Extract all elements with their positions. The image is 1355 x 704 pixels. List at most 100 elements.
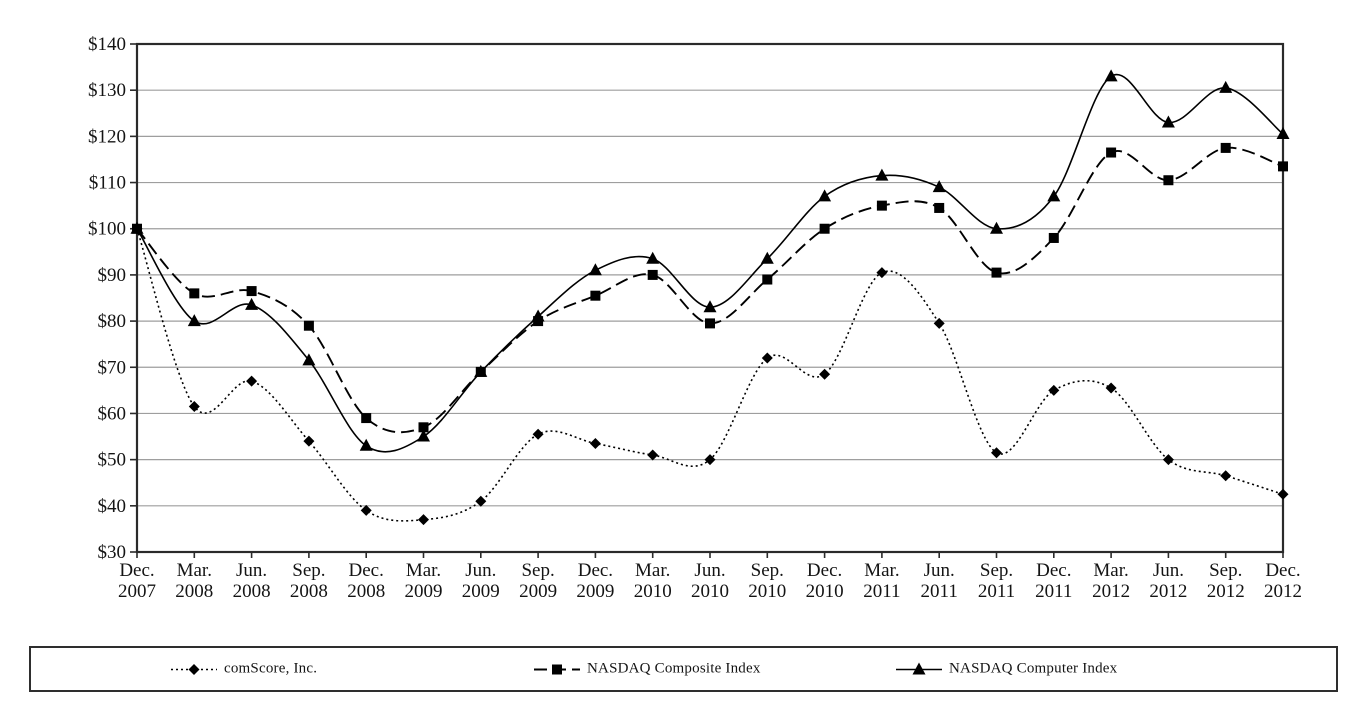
y-axis-label: $100	[88, 219, 126, 240]
square-marker	[1106, 147, 1117, 158]
y-axis-label: $110	[89, 173, 126, 194]
triangle-marker	[875, 168, 889, 181]
diamond-marker	[876, 267, 888, 279]
x-axis-label-year: 2008	[175, 581, 213, 602]
x-axis-label-year: 2009	[462, 581, 500, 602]
square-marker	[361, 413, 372, 424]
diamond-marker	[1162, 454, 1174, 466]
square-marker	[1220, 142, 1231, 153]
x-axis-label-month: Sep.	[521, 560, 554, 581]
diamond-marker	[991, 447, 1002, 459]
y-axis-label: $80	[98, 311, 127, 332]
x-axis-label-year: 2011	[863, 581, 900, 602]
x-axis-label-month: Dec.	[1036, 560, 1071, 581]
x-axis-label-year: 2012	[1264, 581, 1302, 602]
x-axis-label-month: Jun.	[236, 560, 267, 581]
x-axis-label-year: 2011	[921, 581, 958, 602]
x-axis-label-month: Dec.	[1265, 560, 1300, 581]
square-marker	[705, 318, 715, 329]
x-axis-label-year: 2007	[118, 581, 156, 602]
diamond-marker	[418, 514, 429, 526]
legend-label-nasdaq-computer: NASDAQ Computer Index	[949, 660, 1118, 677]
triangle-marker	[760, 251, 774, 264]
x-axis-label-month: Dec.	[349, 560, 384, 581]
x-axis-label-year: 2010	[691, 581, 729, 602]
diamond-marker	[819, 368, 831, 380]
triangle-marker	[990, 221, 1003, 234]
legend-item-nasdaq-computer: NASDAQ Computer Index	[896, 661, 1117, 678]
triangle-marker	[417, 429, 430, 442]
triangle-marker	[1047, 189, 1061, 202]
x-axis-label-year: 2012	[1092, 581, 1130, 602]
diamond-marker	[475, 495, 487, 507]
triangle-marker	[703, 300, 717, 313]
square-marker	[475, 366, 486, 377]
triangle-marker	[245, 297, 259, 310]
x-axis-label-month: Sep.	[980, 560, 1013, 581]
x-axis-label-year: 2010	[634, 581, 672, 602]
series-line-diamond	[136, 228, 1284, 522]
x-axis-label-month: Sep.	[292, 560, 325, 581]
square-marker	[246, 286, 257, 297]
y-axis-label: $130	[88, 80, 126, 101]
square-marker	[1278, 161, 1288, 172]
dashed-square-line-icon	[534, 661, 580, 677]
diamond-marker	[1220, 470, 1232, 482]
y-axis-label: $70	[98, 357, 127, 378]
x-axis-label-month: Mar.	[1093, 560, 1128, 581]
square-marker	[876, 200, 887, 211]
plot-frame	[135, 42, 1285, 554]
triangle-marker	[818, 189, 832, 202]
square-marker	[647, 269, 658, 280]
diamond-marker	[589, 437, 601, 449]
x-axis-label-month: Mar.	[406, 560, 441, 581]
x-axis-label-month: Dec.	[119, 560, 154, 581]
diamond-marker	[1048, 384, 1060, 396]
triangle-marker	[359, 438, 373, 451]
triangle-marker	[588, 263, 602, 276]
square-marker	[1048, 232, 1059, 243]
x-axis-label-month: Sep.	[751, 560, 784, 581]
x-axis-label-month: Dec.	[807, 560, 842, 581]
x-axis-label-year: 2008	[233, 581, 271, 602]
legend: comScore, Inc. NASDAQ Composite Index NA…	[29, 646, 1338, 692]
y-axis-label: $120	[88, 126, 126, 147]
x-axis-label-year: 2009	[405, 581, 443, 602]
square-marker	[533, 316, 544, 327]
diamond-marker	[704, 454, 716, 466]
diamond-marker	[1277, 488, 1289, 500]
x-axis-label-year: 2012	[1207, 581, 1245, 602]
y-axis-label: $140	[88, 34, 126, 55]
x-axis-label-month: Jun.	[1153, 560, 1184, 581]
y-axis-label: $30	[98, 542, 127, 563]
diamond-marker	[761, 352, 773, 364]
diamond-marker	[647, 449, 659, 461]
x-axis-label-year: 2010	[806, 581, 844, 602]
square-marker	[762, 274, 773, 285]
triangle-marker	[302, 353, 316, 366]
square-marker	[189, 288, 200, 299]
diamond-marker	[360, 504, 372, 516]
x-axis-label-year: 2011	[978, 581, 1015, 602]
x-axis-label-year: 2010	[748, 581, 786, 602]
x-axis-label-month: Mar.	[177, 560, 212, 581]
x-axis-label-year: 2008	[347, 581, 385, 602]
triangle-marker	[187, 314, 201, 327]
triangle-marker	[646, 251, 660, 264]
square-marker	[132, 223, 142, 234]
series-line-triangle	[136, 73, 1284, 453]
y-axis-label: $90	[98, 265, 127, 286]
series-line-square	[136, 146, 1284, 434]
x-axis-label-year: 2011	[1035, 581, 1072, 602]
x-axis-label-month: Jun.	[694, 560, 725, 581]
triangle-marker	[1219, 80, 1233, 93]
x-axis-label-month: Mar.	[864, 560, 899, 581]
legend-label-nasdaq-composite: NASDAQ Composite Index	[587, 660, 761, 677]
diamond-marker	[532, 428, 544, 440]
triangle-marker	[932, 180, 946, 193]
triangle-marker	[1161, 115, 1175, 128]
triangle-marker	[1276, 127, 1290, 140]
x-axis-label-year: 2012	[1149, 581, 1187, 602]
